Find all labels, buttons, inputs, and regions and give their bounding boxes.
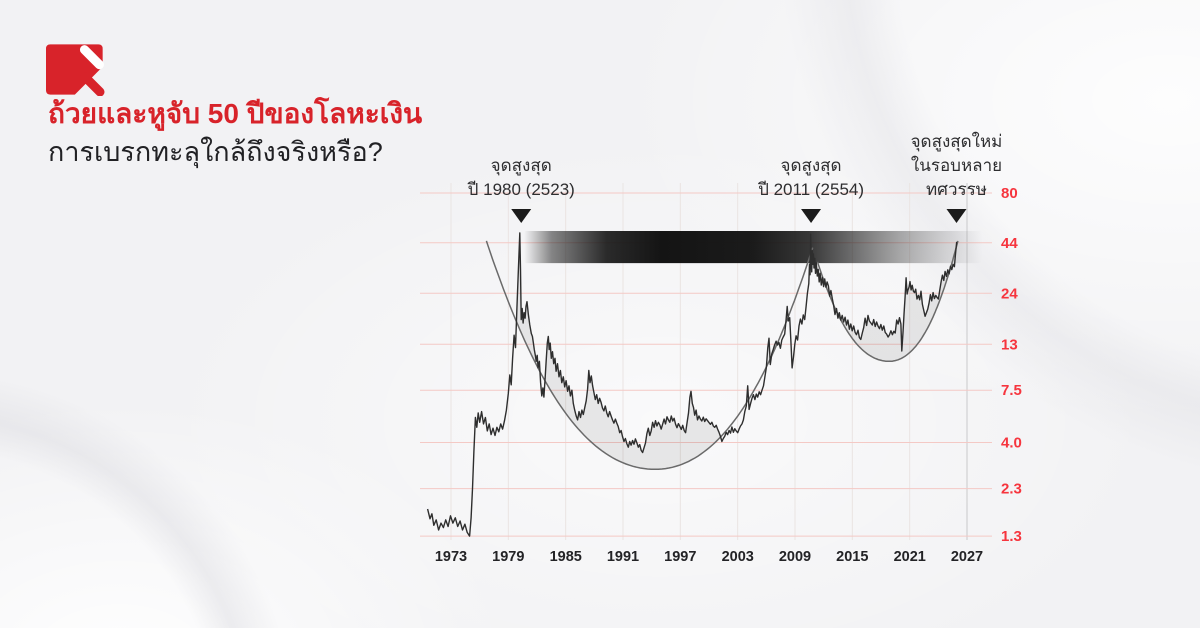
brand-logo-icon bbox=[46, 44, 105, 96]
price-line bbox=[426, 232, 958, 537]
x-tick-label: 1991 bbox=[607, 549, 639, 565]
pattern-fill bbox=[839, 270, 948, 362]
y-tick-label: 44 bbox=[1001, 235, 1018, 252]
x-tick-label: 1985 bbox=[550, 549, 582, 565]
page-title: ถ้วยและหูจับ 50 ปีของโลหะเงิน bbox=[48, 98, 423, 129]
header: ถ้วยและหูจับ 50 ปีของโลหะเงิน การเบรกทะล… bbox=[48, 96, 422, 170]
x-tick-label: 2021 bbox=[894, 549, 926, 565]
y-tick-label: 2.3 bbox=[1001, 481, 1022, 498]
x-tick-label: 2015 bbox=[836, 549, 868, 565]
x-tick-label: 2027 bbox=[951, 549, 983, 565]
logo-red-dash bbox=[80, 72, 105, 96]
x-tick-label: 1973 bbox=[435, 549, 467, 565]
y-tick-label: 1.3 bbox=[1001, 528, 1022, 545]
page-subtitle: การเบรกทะลุใกล้ถึงจริงหรือ? bbox=[48, 137, 383, 168]
pattern-fills bbox=[517, 243, 948, 470]
logo-white-slash bbox=[79, 45, 104, 70]
peak-marker-triangle bbox=[801, 209, 822, 223]
y-tick-label: 80 bbox=[1001, 185, 1018, 202]
y-tick-label: 24 bbox=[1001, 285, 1018, 302]
peak-marker-triangle bbox=[946, 209, 967, 223]
resistance-band bbox=[524, 231, 983, 264]
x-tick-label: 1979 bbox=[492, 549, 524, 565]
y-tick-label: 4.0 bbox=[1001, 435, 1022, 452]
x-tick-label: 1997 bbox=[664, 549, 696, 565]
peak-marker-triangle bbox=[511, 209, 532, 223]
axis-labels: 80 44 24 13 7.5 4.0 2.3 1.3 1973 1979 1985 1991 1997… bbox=[435, 185, 1022, 565]
y-tick-label: 7.5 bbox=[1001, 382, 1022, 399]
y-tick-label: 13 bbox=[1001, 336, 1018, 353]
x-tick-label: 2003 bbox=[722, 549, 754, 565]
pattern-fill bbox=[546, 338, 720, 470]
x-tick-label: 2009 bbox=[779, 549, 811, 565]
